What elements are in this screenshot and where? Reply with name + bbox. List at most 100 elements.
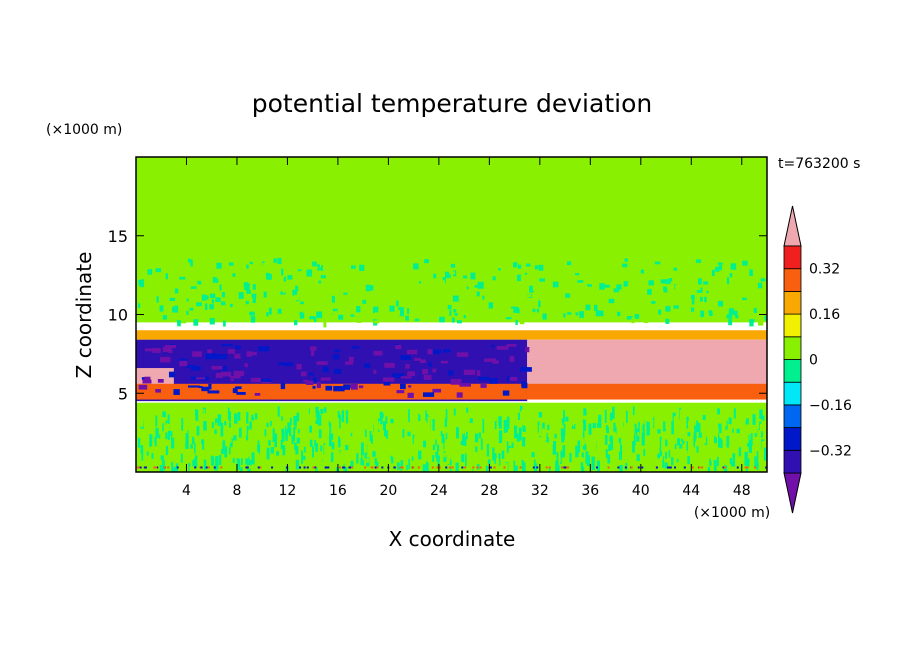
texture-mark [299,313,305,319]
texture-mark [738,447,742,457]
texture-mark [598,414,602,428]
texture-mark [667,434,671,441]
texture-mark [489,466,492,469]
texture-mark [691,466,694,469]
texture-mark [450,409,453,419]
x-axis-label: X coordinate [389,527,516,551]
texture-mark [487,459,491,465]
texture-mark [529,285,534,293]
texture-mark [400,376,412,379]
texture-mark [242,414,245,421]
texture-mark [343,466,346,469]
texture-mark [263,264,267,271]
texture-mark [709,434,713,441]
texture-mark [486,429,489,444]
texture-mark [278,421,282,436]
texture-mark [570,418,574,425]
texture-mark [214,429,217,435]
texture-mark [479,466,482,469]
texture-mark [669,466,672,469]
texture-mark [232,421,235,428]
texture-mark [561,418,564,423]
texture-mark [451,466,454,469]
texture-mark [608,444,611,451]
texture-mark [482,418,485,433]
texture-mark [745,269,749,276]
texture-mark [617,311,621,317]
texture-mark [435,439,437,446]
texture-mark [690,307,695,312]
texture-mark [280,291,286,295]
texture-mark [386,430,388,439]
texture-mark [636,466,640,472]
texture-mark [568,292,572,295]
texture-mark [241,274,245,281]
texture-mark [156,466,159,469]
texture-mark [686,307,691,312]
texture-mark [345,444,349,451]
texture-mark [687,456,690,465]
texture-mark [567,312,572,315]
texture-mark [445,271,451,279]
texture-mark [572,413,575,427]
texture-mark [253,432,257,439]
texture-mark [496,346,509,350]
texture-mark [713,287,719,291]
texture-mark [757,429,761,443]
texture-mark [194,443,196,455]
texture-mark [455,276,458,281]
texture-mark [331,295,335,303]
texture-mark [530,264,534,267]
texture-mark [209,318,215,325]
texture-mark [432,368,437,373]
colorbar-swatch [783,290,802,315]
texture-mark [341,387,351,390]
texture-mark [318,268,322,275]
texture-mark [159,356,171,363]
texture-mark [203,421,207,431]
texture-mark [506,344,517,347]
texture-mark [618,451,622,460]
texture-mark [338,436,341,448]
texture-mark [354,410,356,415]
texture-mark [599,283,605,290]
texture-mark [515,294,520,300]
texture-mark [632,440,635,453]
texture-mark [298,294,304,301]
texture-mark [420,310,425,317]
texture-mark [169,431,173,437]
texture-mark [137,447,140,461]
x-tick-label: 8 [232,483,241,499]
texture-mark [295,285,299,292]
texture-mark [585,440,588,445]
texture-mark [563,410,565,422]
texture-mark [250,316,256,323]
texture-mark [208,383,212,390]
texture-mark [316,361,328,365]
texture-mark [679,409,682,422]
texture-mark [542,409,544,420]
texture-mark [629,457,632,465]
texture-mark [230,303,233,307]
texture-mark [515,454,518,465]
texture-mark [383,445,386,455]
texture-mark [431,466,434,469]
texture-mark [569,465,572,472]
texture-mark [637,444,641,455]
texture-mark [605,460,609,467]
texture-mark [211,299,215,304]
texture-mark [192,351,202,357]
texture-mark [440,360,448,364]
texture-mark [325,385,333,391]
texture-mark [749,319,754,327]
texture-mark [545,432,548,442]
texture-mark [201,294,207,301]
texture-mark [196,426,200,436]
texture-mark [588,313,592,320]
texture-mark [682,440,685,445]
texture-mark [383,379,391,386]
texture-mark [760,424,763,431]
texture-mark [666,420,669,427]
texture-mark [709,458,712,466]
texture-mark [198,442,200,447]
